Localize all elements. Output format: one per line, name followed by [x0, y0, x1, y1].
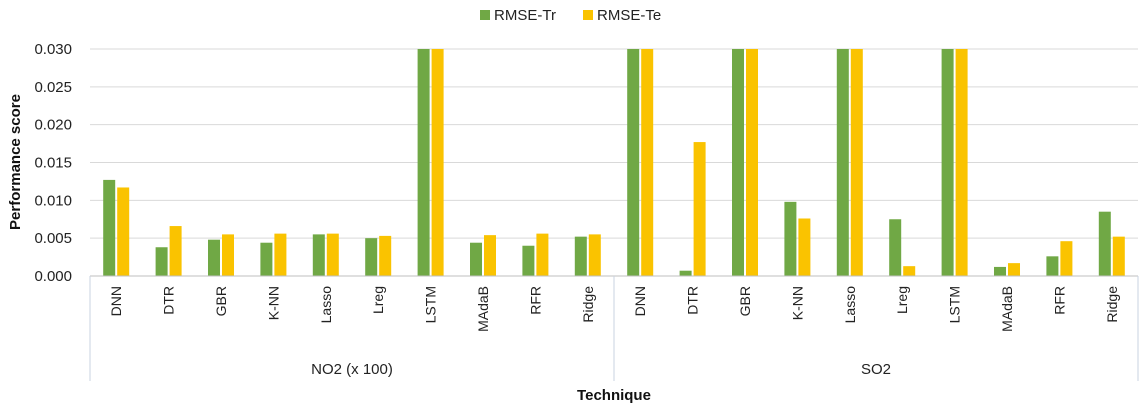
category-label: DTR	[161, 286, 177, 315]
bar-no2-dnn-rmse-tr	[103, 179, 116, 276]
bar-no2-ridge-rmse-tr	[574, 236, 587, 276]
legend-swatch	[480, 10, 490, 20]
axes	[89, 275, 1139, 381]
category-label: MAdaB	[475, 286, 491, 332]
bar-so2-lasso-rmse-tr	[836, 49, 849, 276]
bar-no2-lreg-rmse-tr	[365, 238, 378, 276]
category-label: GBR	[737, 286, 753, 316]
category-label: Ridge	[580, 286, 596, 323]
bar-so2-lasso-rmse-te	[850, 49, 863, 276]
bar-no2-madab-rmse-te	[484, 235, 496, 276]
bar-so2-k-nn-rmse-tr	[784, 201, 797, 276]
y-tick-label: 0.010	[34, 192, 72, 209]
y-tick-label: 0.000	[34, 268, 72, 285]
bar-so2-gbr-rmse-te	[746, 49, 758, 276]
bar-no2-lstm-rmse-te	[431, 49, 444, 276]
group-label: SO2	[861, 361, 891, 378]
legend-swatch	[583, 10, 593, 20]
x-axis-title: Technique	[577, 387, 651, 404]
bar-so2-lstm-rmse-tr	[941, 49, 954, 276]
category-label: LSTM	[947, 286, 963, 323]
category-label: Lasso	[842, 286, 858, 324]
bar-no2-dnn-rmse-te	[117, 187, 130, 276]
category-label: MAdaB	[999, 286, 1015, 332]
category-label: DNN	[108, 286, 124, 316]
bar-no2-k-nn-rmse-tr	[260, 242, 273, 276]
bar-no2-lstm-rmse-tr	[417, 49, 430, 276]
labels: 0.000 0.005 0.010 0.015 0.020 0.025 0.030 DNN DT…	[34, 41, 1119, 378]
category-label: GBR	[213, 286, 229, 316]
bar-no2-rfr-rmse-te	[536, 233, 549, 276]
y-tick-label: 0.025	[34, 79, 72, 96]
y-tick-label: 0.030	[34, 41, 72, 58]
bar-no2-gbr-rmse-te	[222, 234, 234, 276]
bar-no2-lasso-rmse-tr	[312, 234, 325, 276]
bar-no2-dtr-rmse-te	[169, 226, 182, 276]
bar-so2-ridge-rmse-te	[1112, 236, 1125, 276]
bar-so2-lreg-rmse-te	[903, 266, 916, 276]
y-tick-label: 0.015	[34, 155, 72, 172]
bar-so2-dnn-rmse-tr	[627, 49, 640, 276]
bar-so2-madab-rmse-te	[1008, 263, 1020, 276]
category-label: Lasso	[318, 286, 334, 324]
bar-so2-madab-rmse-tr	[994, 266, 1006, 276]
bar-so2-lreg-rmse-tr	[889, 219, 902, 276]
category-label: LSTM	[423, 286, 439, 323]
group-label: NO2 (x 100)	[311, 361, 393, 378]
category-label: Lreg	[370, 286, 386, 314]
bar-no2-k-nn-rmse-te	[274, 233, 287, 276]
y-tick-label: 0.005	[34, 230, 72, 247]
bar-so2-lstm-rmse-te	[955, 49, 968, 276]
category-label: RFR	[527, 286, 543, 315]
bar-so2-dtr-rmse-te	[693, 142, 706, 276]
bar-so2-rfr-rmse-te	[1060, 241, 1073, 276]
bar-no2-ridge-rmse-te	[588, 234, 601, 276]
bar-so2-rfr-rmse-tr	[1046, 256, 1059, 276]
bar-no2-lasso-rmse-te	[326, 233, 339, 276]
category-label: DTR	[685, 286, 701, 315]
bar-no2-rfr-rmse-tr	[522, 245, 535, 276]
y-tick-label: 0.020	[34, 117, 72, 134]
bar-so2-ridge-rmse-tr	[1098, 211, 1111, 276]
legend-entry: RMSE-Tr	[494, 7, 556, 24]
bar-so2-dnn-rmse-te	[641, 49, 654, 276]
category-label: Lreg	[894, 286, 910, 314]
bar-no2-dtr-rmse-tr	[155, 247, 168, 276]
bars	[103, 49, 1125, 276]
category-label: DNN	[632, 286, 648, 316]
bar-no2-lreg-rmse-te	[379, 235, 392, 276]
bar-so2-dtr-rmse-tr	[679, 270, 692, 276]
category-label: K-NN	[265, 286, 281, 320]
category-label: RFR	[1051, 286, 1067, 315]
y-axis-title: Performance score	[7, 94, 24, 230]
gridlines	[90, 48, 1138, 239]
bar-so2-k-nn-rmse-te	[798, 218, 811, 276]
bar-so2-gbr-rmse-tr	[732, 49, 744, 276]
bar-no2-madab-rmse-tr	[470, 242, 482, 276]
legend: RMSE-Tr RMSE-Te	[480, 7, 661, 24]
legend-entry: RMSE-Te	[597, 7, 661, 24]
category-label: K-NN	[789, 286, 805, 320]
category-label: Ridge	[1104, 286, 1120, 323]
bar-no2-gbr-rmse-tr	[208, 239, 220, 276]
